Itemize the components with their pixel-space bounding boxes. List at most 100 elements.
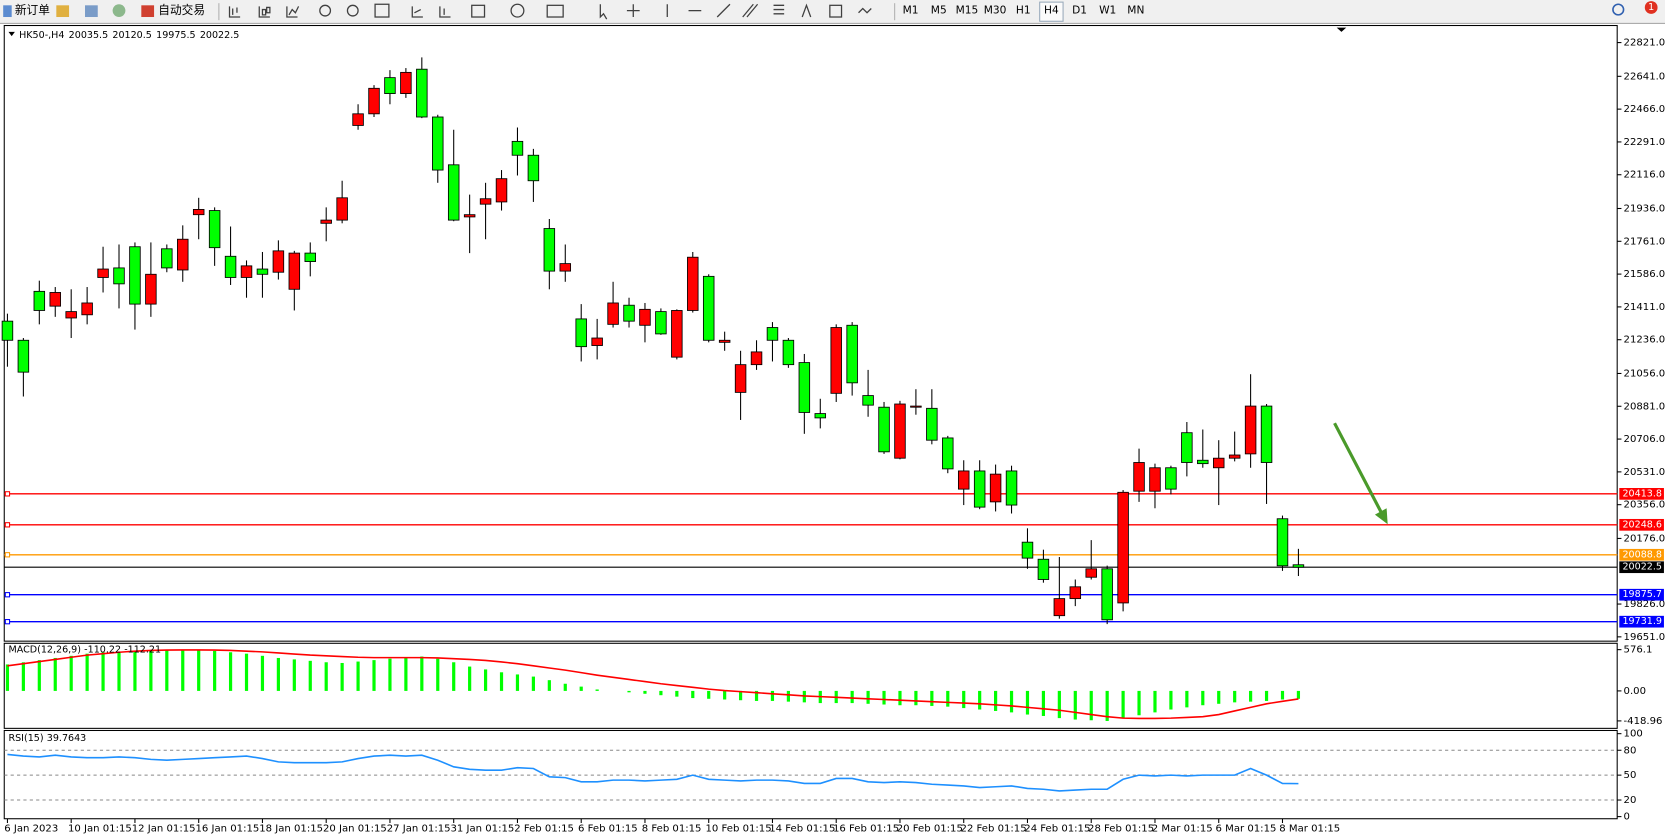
candle-body [177, 238, 189, 271]
macd-bar [5, 664, 10, 691]
cursor[interactable] [599, 4, 608, 20]
candle-body [17, 339, 30, 373]
y-tick-label: 21411.0 [1624, 302, 1665, 313]
macd-bar [946, 690, 950, 707]
macd-bar [244, 653, 249, 691]
candle-body [432, 116, 444, 171]
candle-body [336, 197, 348, 221]
line-tool[interactable] [286, 6, 300, 18]
new-order-button[interactable]: 新订单 [15, 3, 50, 17]
candle-body [447, 164, 460, 221]
new-order-icon[interactable] [3, 5, 12, 18]
macd-bar [452, 662, 456, 691]
text-tool[interactable] [801, 3, 812, 18]
macd-bar [1264, 690, 1269, 701]
macd-bar [1025, 690, 1030, 715]
candle-body [575, 318, 587, 348]
candle-body [718, 339, 731, 343]
crosshair[interactable] [626, 4, 640, 18]
x-tick-label: 2 Mar 01:15 [1152, 823, 1213, 834]
indicators[interactable] [471, 4, 486, 18]
macd-bar [85, 653, 89, 691]
y-tick-label: 20 [1624, 795, 1637, 806]
panel-frame [3, 642, 1618, 729]
macd-bar [292, 659, 296, 691]
periods[interactable] [510, 3, 525, 18]
legend-marker [8, 31, 15, 37]
label-tool[interactable] [829, 4, 843, 18]
bar-chart-tool[interactable] [228, 6, 241, 18]
macd-bar [340, 662, 344, 691]
indicator-label: MACD(12,26,9) -110.22 -112.21 [9, 644, 162, 655]
ohlc-close: 20022.5 [200, 30, 239, 41]
x-tick-label: 24 Feb 01:15 [1024, 823, 1090, 834]
timeframe-button[interactable]: M15 [956, 4, 979, 17]
arrow-annotation [1333, 422, 1383, 514]
timeframe-button[interactable]: M30 [984, 4, 1007, 17]
macd-bar [468, 666, 472, 691]
candle-body [989, 473, 1002, 503]
macd-bar [324, 662, 328, 691]
macd-bar [1233, 690, 1237, 703]
timeframe-button[interactable]: H1 [1016, 4, 1031, 17]
indicator-name: MACD(12,26,9) [9, 644, 81, 655]
candle-body [129, 246, 141, 305]
notification-count[interactable]: 1 [1648, 2, 1654, 13]
candle-body [973, 470, 986, 508]
templates[interactable] [546, 4, 564, 18]
level-marker [4, 552, 11, 558]
candle-body [1228, 454, 1241, 459]
y-tick-label: 22641.0 [1624, 71, 1665, 82]
autoscroll[interactable] [411, 6, 423, 18]
level-marker [4, 592, 11, 598]
candle-body [463, 214, 476, 218]
macd-bar [643, 690, 647, 694]
timeframe-button[interactable]: MN [1127, 4, 1144, 17]
candle-body [113, 267, 125, 285]
y-tick-label: 576.1 [1624, 645, 1653, 656]
macd-bar [786, 690, 790, 702]
macd-bar [213, 650, 217, 691]
auto-trading-icon[interactable] [141, 5, 155, 18]
timeframe-button[interactable]: M1 [903, 4, 919, 17]
timeframe-button[interactable]: W1 [1099, 4, 1116, 17]
shift[interactable] [439, 6, 451, 18]
level-label-bg [1619, 548, 1664, 561]
current-price-bg [1619, 561, 1664, 574]
candle-body [527, 154, 540, 182]
y-tick-label: -418.96 [1624, 716, 1663, 727]
rsi-line [7, 753, 1299, 792]
y-tick-label: 20881.0 [1624, 401, 1665, 412]
auto-trading-button[interactable]: 自动交易 [158, 3, 205, 17]
candle-body [1, 320, 14, 341]
tool-icon[interactable] [56, 5, 70, 18]
search[interactable] [1612, 3, 1625, 16]
candle-body [687, 256, 699, 311]
timeframe-button[interactable]: M5 [931, 4, 947, 17]
tile-tool[interactable] [374, 3, 390, 18]
timeframe-button[interactable]: D1 [1072, 4, 1087, 17]
trendline[interactable] [716, 3, 731, 18]
notification-badge[interactable] [1644, 1, 1658, 14]
candle-body [559, 263, 572, 272]
x-tick-label: 2 Feb 01:15 [514, 823, 574, 834]
candle-body [1069, 586, 1082, 600]
channel[interactable] [742, 3, 759, 18]
x-tick-label: 6 Mar 01:15 [1216, 823, 1277, 834]
candle-tool[interactable] [258, 6, 271, 18]
macd-bar [515, 674, 520, 691]
timeframe-button[interactable]: H4 [1044, 4, 1059, 17]
tool-icon[interactable] [112, 4, 126, 18]
macd-bar [547, 680, 551, 691]
macd-bar [133, 650, 137, 691]
macd-bar [563, 683, 567, 691]
macd-bar [978, 690, 982, 710]
tool-icon[interactable] [85, 5, 98, 18]
x-tick-label: 14 Feb 01:15 [769, 823, 835, 834]
zoom-out[interactable] [346, 4, 359, 17]
fibo[interactable] [773, 4, 785, 15]
macd-bar [149, 650, 153, 691]
arrows-tool[interactable] [858, 7, 872, 14]
zoom-in[interactable] [319, 4, 332, 17]
